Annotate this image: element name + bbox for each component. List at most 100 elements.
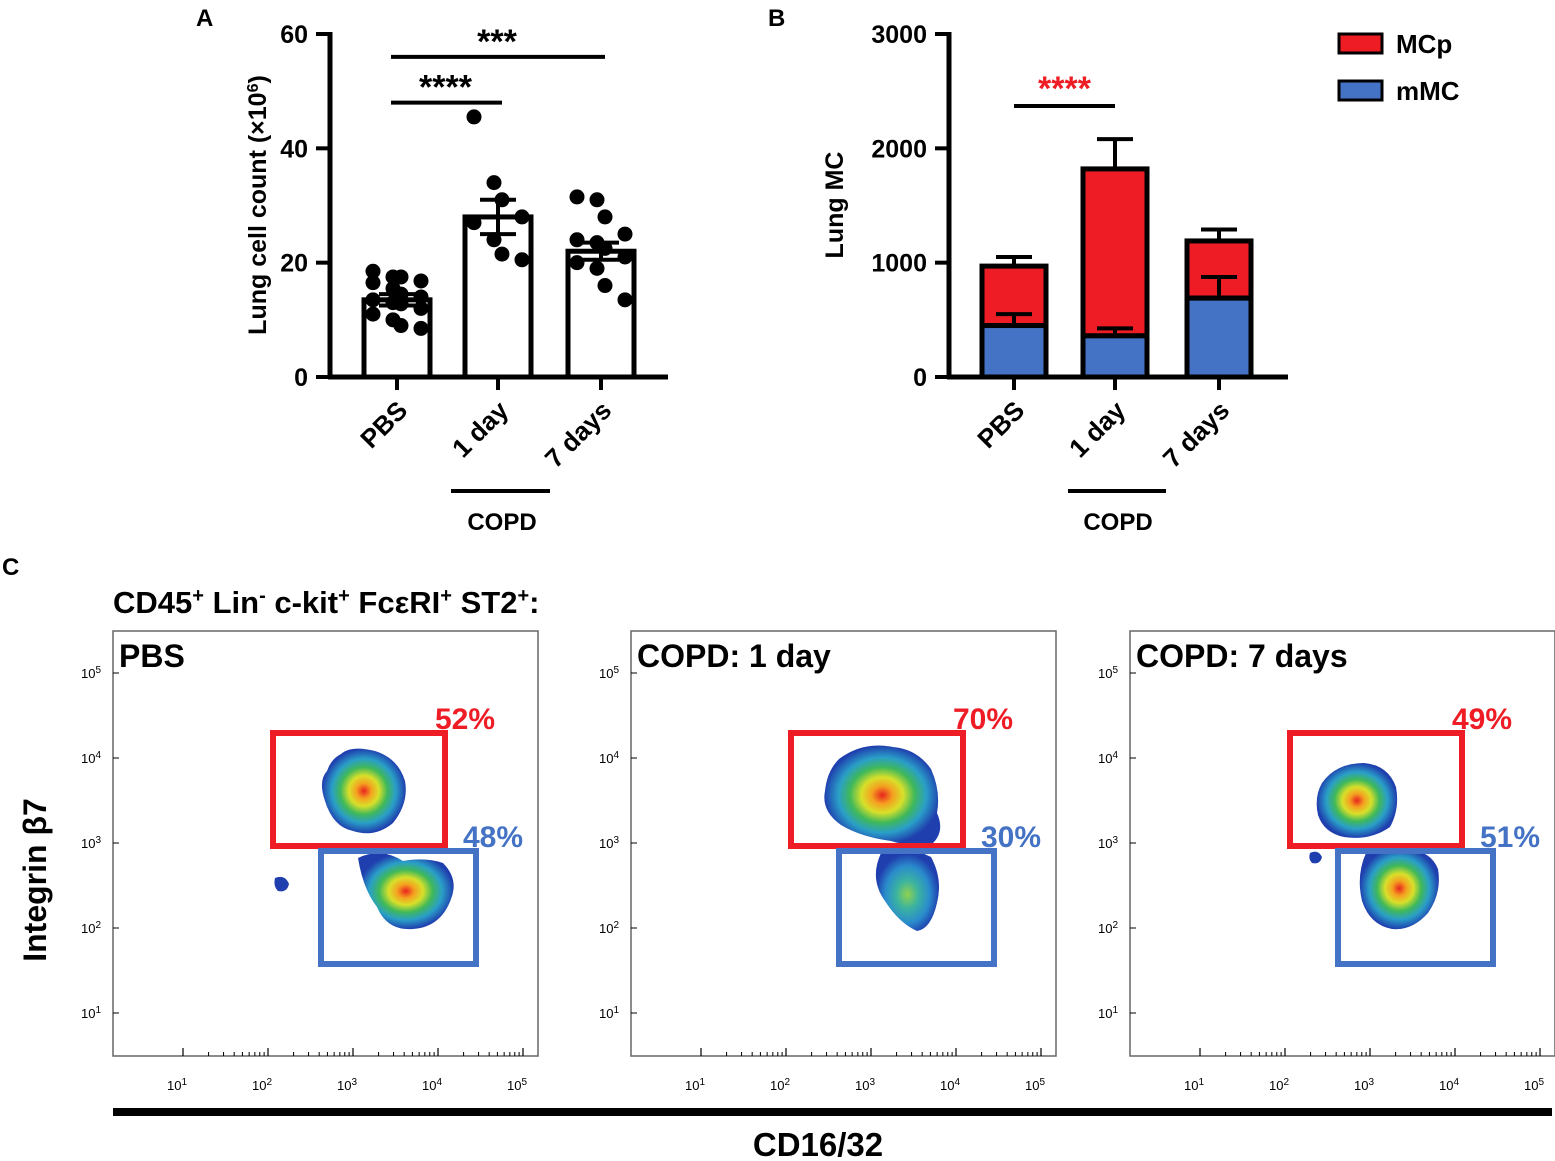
flow-x-tick-base: 10	[1524, 1078, 1538, 1093]
flow-x-tick-base: 10	[1025, 1078, 1039, 1093]
flow-y-tick-exponent: 5	[1112, 665, 1118, 676]
flow-density-population	[274, 876, 289, 892]
flow-y-tick-base: 10	[81, 666, 95, 681]
flow-x-tick-label: 104	[940, 1077, 960, 1094]
panel-c-title-part: CD45	[113, 585, 192, 620]
panel-a-data-point	[569, 189, 585, 205]
panel-b-y-tick-label: 2000	[871, 135, 927, 163]
flow-gate-lower-percent: 30%	[981, 821, 1041, 854]
panel-a-data-point	[589, 192, 605, 208]
flow-x-tick-exponent: 3	[869, 1077, 875, 1088]
flow-x-tick-exponent: 4	[436, 1077, 442, 1088]
flow-x-tick-base: 10	[422, 1078, 436, 1093]
panel-a-data-point	[494, 192, 510, 208]
flow-density-population	[358, 853, 454, 930]
flow-y-tick-label: 102	[81, 920, 101, 937]
flow-x-tick-base: 10	[507, 1078, 521, 1093]
flow-x-tick-exponent: 2	[1283, 1077, 1289, 1088]
panel-a-data-point	[589, 260, 605, 276]
panel-b-category-label: PBS	[971, 395, 1030, 454]
flow-y-tick-exponent: 1	[95, 1005, 101, 1016]
flow-y-tick-label: 102	[599, 920, 619, 937]
flow-gate-lower	[318, 848, 479, 967]
panel-a-data-point	[365, 306, 381, 322]
panel-b-bar-mmc	[1184, 295, 1254, 380]
flow-x-tick-exponent: 3	[351, 1077, 357, 1088]
panel-c-title-part: FcεRI	[350, 585, 441, 620]
flow-plot-title: COPD: 1 day	[637, 638, 831, 674]
flow-y-tick-label: 103	[599, 835, 619, 852]
panel-b-bar-mmc	[1080, 333, 1150, 380]
panel-b-legend-label: mMC	[1396, 76, 1460, 106]
flow-x-tick-label: 102	[1269, 1077, 1289, 1094]
panel-b-category-label: 7 days	[1157, 395, 1235, 473]
flow-y-tick-label: 101	[1098, 1005, 1118, 1022]
flow-y-tick-base: 10	[599, 921, 613, 936]
panel-a-data-point	[494, 246, 510, 262]
panel-c-title-part: Lin	[204, 585, 259, 620]
panel-b: B Lung MC 0 1000 2000 3000 **** PBS 1 day 7 d…	[768, 5, 1460, 536]
panel-c-letter: C	[2, 554, 19, 581]
flow-x-tick-label: 103	[337, 1077, 357, 1094]
panel-b-bar-mmc	[979, 323, 1049, 380]
flow-y-tick-base: 10	[1098, 836, 1112, 851]
panel-a-data-point	[365, 292, 381, 308]
flow-x-tick-label: 105	[1524, 1077, 1544, 1094]
panel-a-data-point	[617, 292, 633, 308]
flow-x-tick-exponent: 5	[521, 1077, 527, 1088]
panel-a-data-point	[617, 249, 633, 265]
flow-x-tick-label: 101	[1184, 1077, 1204, 1094]
panel-a-letter: A	[196, 5, 213, 32]
panel-a-data-point	[413, 273, 429, 289]
flow-x-tick-base: 10	[770, 1078, 784, 1093]
flow-x-tick-base: 10	[855, 1078, 869, 1093]
flow-y-tick-exponent: 5	[95, 665, 101, 676]
flow-y-tick-exponent: 4	[95, 750, 101, 761]
flow-x-tick-base: 10	[1184, 1078, 1198, 1093]
flow-plot-title: COPD: 7 days	[1136, 638, 1348, 674]
flow-y-tick-label: 103	[81, 835, 101, 852]
flow-y-tick-label: 104	[599, 750, 619, 767]
flow-y-tick-label: 105	[599, 665, 619, 682]
panel-a-data-point	[597, 278, 613, 294]
flow-x-tick-base: 10	[1269, 1078, 1283, 1093]
flow-y-tick-base: 10	[1098, 666, 1112, 681]
panel-a-category-label: 7 days	[539, 395, 617, 473]
flow-gate-lower-percent: 48%	[463, 821, 523, 854]
flow-y-tick-base: 10	[81, 921, 95, 936]
panel-a-data-point	[617, 226, 633, 242]
panel-a-data-point	[466, 215, 482, 231]
flow-y-tick-exponent: 1	[613, 1005, 619, 1016]
flow-y-tick-exponent: 2	[1112, 920, 1118, 931]
panel-a-bar	[565, 248, 637, 380]
panel-b-y-tick-label: 0	[913, 364, 927, 392]
panel-b-significance-stars: ****	[1038, 70, 1092, 108]
panel-a-data-point	[486, 232, 502, 248]
flow-x-tick-label: 103	[1354, 1077, 1374, 1094]
flow-y-tick-base: 10	[599, 666, 613, 681]
flow-x-tick-label: 105	[1025, 1077, 1045, 1094]
panel-a-data-point	[393, 318, 409, 334]
panel-a-y-axis-label: Lung cell count (×106)	[244, 75, 272, 335]
flow-x-tick-base: 10	[252, 1078, 266, 1093]
flow-x-tick-label: 101	[167, 1077, 187, 1094]
panel-b-legend-swatch	[1337, 32, 1384, 55]
flow-gate-lower	[836, 848, 997, 967]
flow-y-tick-label: 101	[599, 1005, 619, 1022]
flow-y-tick-base: 10	[81, 836, 95, 851]
panel-a-data-point	[486, 175, 502, 191]
flow-x-tick-exponent: 1	[181, 1077, 187, 1088]
panel-a-data-point	[393, 296, 409, 312]
panel-b-category-label: 1 day	[1063, 395, 1132, 464]
panel-c-title: CD45+ Lin- c-kit+ FcεRI+ ST2+:	[113, 585, 539, 620]
panel-a-significance-stars: ***	[477, 23, 517, 61]
flow-gate-upper-percent: 70%	[953, 703, 1013, 736]
flow-x-tick-label: 103	[855, 1077, 875, 1094]
flow-x-tick-base: 10	[1439, 1078, 1453, 1093]
flow-gate-upper	[270, 730, 448, 849]
flow-density-population	[321, 748, 406, 834]
flow-y-tick-base: 10	[1098, 1006, 1112, 1021]
flow-x-tick-exponent: 4	[1453, 1077, 1459, 1088]
flow-gate-upper-percent: 52%	[435, 703, 495, 736]
